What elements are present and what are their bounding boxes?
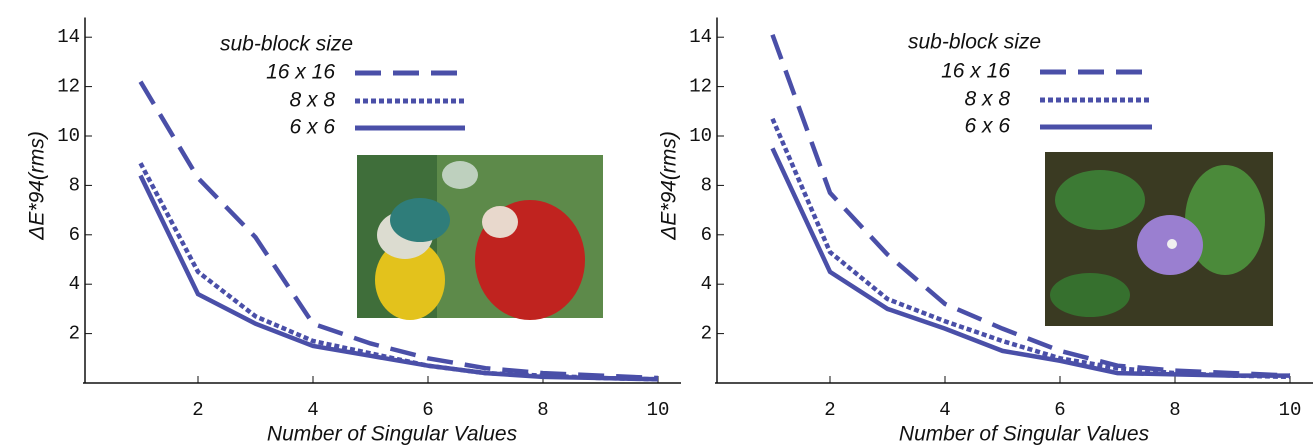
legend-label: 6 x 6 [289,116,335,139]
chart-panel: 2 4 6 8 10 12 14 2 4 6 8 10 Number of Singular Value… [26,17,681,446]
x-tick-label: 10 [647,399,670,421]
y-tick-label: 6 [701,224,712,246]
y-tick-label: 14 [57,26,80,48]
x-tick-label: 10 [1279,399,1302,421]
y-tick-label: 2 [69,323,80,345]
y-tick-label: 4 [69,273,80,295]
y-tick-label: 12 [57,76,80,98]
y-tick-label: 6 [69,224,80,246]
y-tick-label: 4 [701,273,712,295]
x-tick-label: 6 [422,399,433,421]
x-tick-label: 6 [1054,399,1065,421]
flower-photo [1045,152,1273,326]
y-tick-label: 2 [701,323,712,345]
x-tick-label: 8 [537,399,548,421]
y-tick-label: 10 [689,125,712,147]
legend-label: 16 x 16 [941,60,1010,83]
series-line [770,33,1291,378]
x-axis-label: Number of Singular Values [267,423,518,446]
x-tick-label: 2 [824,399,835,421]
legend-label: 6 x 6 [964,115,1010,138]
legend-label: 8 x 8 [964,88,1010,111]
x-tick-label: 4 [307,399,318,421]
legend-title: sub-block size [908,31,1041,54]
series-line [770,147,1290,378]
x-axis-label: Number of Singular Values [899,423,1150,446]
y-tick-label: 8 [701,174,712,196]
legend-label: 16 x 16 [266,61,335,84]
series-line [138,80,659,381]
y-tick-label: 8 [69,174,80,196]
y-axis-label: ΔE*94(rms) [658,131,681,241]
y-axis-label: ΔE*94(rms) [26,131,49,241]
y-tick-label: 12 [689,76,712,98]
y-tick-label: 14 [689,26,712,48]
x-tick-label: 2 [192,399,203,421]
chart-panel: 2 4 6 8 10 12 14 2 4 6 8 10 Number of Singular Value… [658,17,1313,446]
series-line [138,174,659,382]
legend-title: sub-block size [220,33,353,56]
x-tick-label: 4 [939,399,950,421]
y-tick-label: 10 [57,125,80,147]
legend-label: 8 x 8 [289,89,335,112]
x-tick-label: 8 [1169,399,1180,421]
parrot-photo [357,155,603,320]
